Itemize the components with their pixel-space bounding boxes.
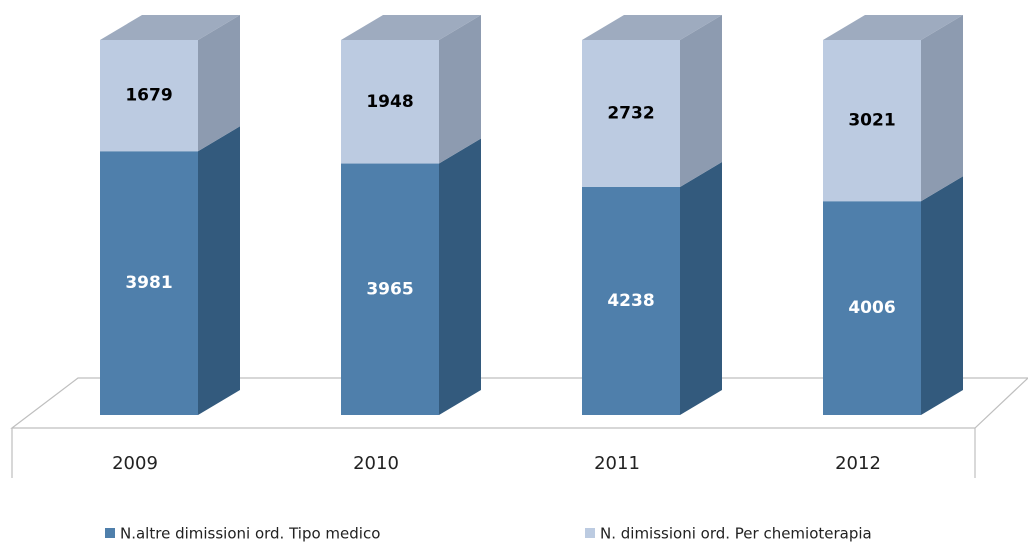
bar-top <box>823 15 963 40</box>
bar <box>823 40 921 202</box>
value-label: 1948 <box>366 92 413 112</box>
bar <box>823 201 921 415</box>
bar-side <box>680 15 722 187</box>
value-label: 3965 <box>366 279 413 299</box>
bar-side <box>439 15 481 164</box>
x-tick-label: 2012 <box>835 453 881 474</box>
value-label: 3021 <box>848 111 895 131</box>
bar-top <box>341 15 481 40</box>
value-label: 3981 <box>125 273 172 293</box>
bar <box>100 151 198 416</box>
value-label: 4006 <box>848 298 895 318</box>
value-label: 2732 <box>607 103 654 123</box>
x-tick-label: 2009 <box>112 453 158 474</box>
bar <box>341 163 439 415</box>
bar-top <box>100 15 240 40</box>
bar-side <box>439 138 481 415</box>
bar-side <box>198 126 240 416</box>
bar <box>341 40 439 164</box>
bar <box>582 186 680 415</box>
value-label: 1679 <box>125 86 172 106</box>
bar <box>582 40 680 187</box>
value-label: 4238 <box>607 291 654 311</box>
legend-label: N. dimissioni ord. Per chemioterapia <box>600 525 872 543</box>
legend-swatch <box>585 528 595 538</box>
bar <box>100 40 198 152</box>
legend-swatch <box>105 528 115 538</box>
legend-label: N.altre dimissioni ord. Tipo medico <box>120 525 380 543</box>
bar-side <box>198 15 240 152</box>
floor <box>10 377 1028 429</box>
bar-side <box>921 176 963 415</box>
x-tick-label: 2010 <box>353 453 399 474</box>
bar-side <box>680 161 722 415</box>
bar-top <box>582 15 722 40</box>
bar-side <box>921 15 963 202</box>
x-tick-label: 2011 <box>594 453 640 474</box>
